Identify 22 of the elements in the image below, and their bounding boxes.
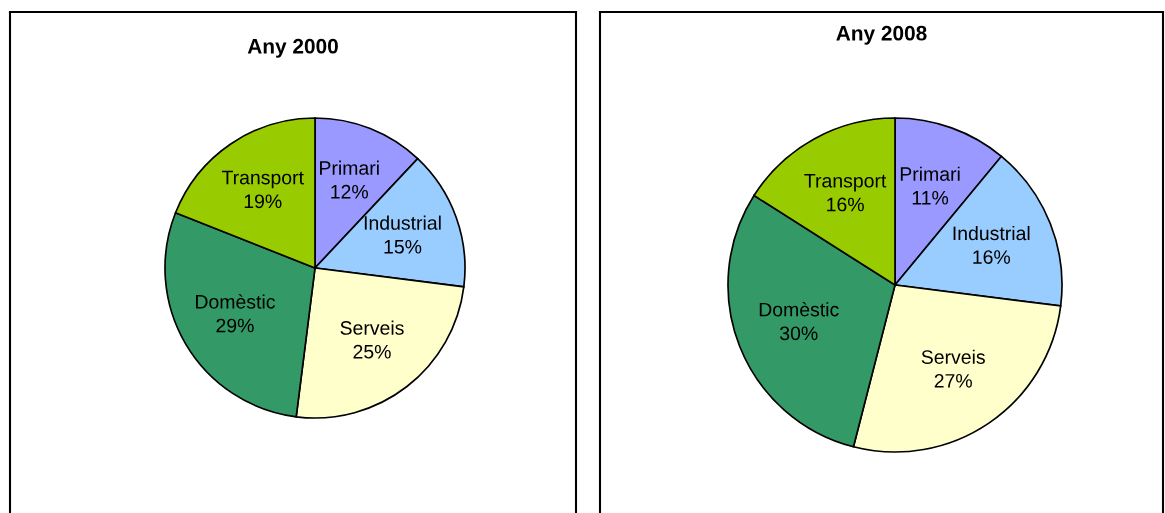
data-label: 27%	[934, 373, 972, 388]
data-label: 19%	[244, 194, 282, 209]
slice-label: Serveis	[921, 349, 985, 364]
data-label: 16%	[827, 197, 864, 212]
data-label: 30%	[780, 326, 818, 341]
data-label: 15%	[384, 239, 422, 254]
data-label: 11%	[912, 191, 949, 205]
slice-label: Industrial	[953, 225, 1030, 241]
slice-label: Domèstic	[759, 301, 839, 317]
data-label: 12%	[331, 184, 368, 199]
slice-label: Domèstic	[196, 294, 275, 309]
slice-label: Transport	[804, 174, 887, 192]
slice-label: Primari	[900, 166, 960, 181]
slice-label: Serveis	[340, 320, 404, 335]
chart-title: Any 2008	[836, 25, 927, 45]
slice-label: Transport	[221, 170, 304, 189]
slice-label: Industrial	[364, 215, 441, 230]
slice-label: Primari	[320, 160, 379, 175]
data-label: 25%	[353, 344, 391, 359]
data-label: 16%	[973, 250, 1011, 264]
data-label: 29%	[216, 318, 254, 333]
chart-title: Any 2000	[247, 38, 338, 58]
